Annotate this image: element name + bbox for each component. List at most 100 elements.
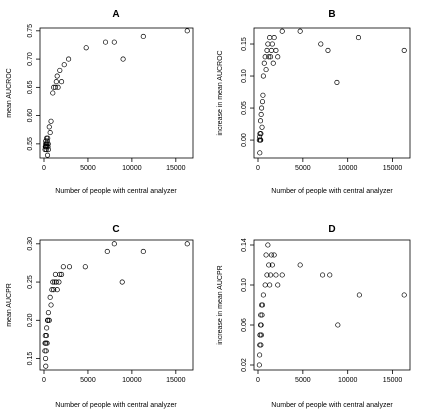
data-point — [258, 312, 264, 318]
data-point — [104, 248, 110, 255]
y-tick-label: 0.06 — [241, 318, 248, 332]
x-tick-label: 10000 — [122, 165, 142, 172]
data-point — [140, 248, 146, 255]
data-point — [184, 241, 190, 247]
data-point — [275, 282, 281, 288]
data-point — [57, 67, 63, 73]
data-point — [258, 111, 264, 118]
data-point — [184, 28, 190, 34]
data-point — [43, 333, 50, 339]
data-point — [269, 262, 275, 268]
data-point — [55, 84, 61, 90]
data-point — [45, 141, 51, 147]
y-axis-label: increase in mean AUCPR — [217, 265, 224, 344]
data-point — [264, 47, 270, 53]
data-point — [53, 279, 59, 285]
data-point — [51, 287, 57, 293]
data-points — [42, 28, 190, 158]
data-point — [49, 287, 55, 293]
data-point — [111, 39, 117, 45]
y-tick-label: 0.15 — [241, 37, 248, 51]
x-tick-label: 15000 — [383, 377, 403, 384]
data-point — [356, 292, 362, 298]
data-point — [320, 272, 326, 278]
plot-frame — [253, 239, 411, 371]
data-point — [46, 317, 52, 323]
data-point — [267, 282, 273, 288]
data-point — [267, 35, 273, 41]
data-point — [335, 322, 341, 328]
data-point — [265, 242, 271, 248]
data-point — [265, 41, 271, 47]
data-point — [268, 252, 275, 258]
data-point — [45, 146, 51, 153]
data-point — [258, 332, 264, 338]
data-point — [258, 342, 264, 348]
data-point — [66, 56, 72, 62]
data-point — [297, 28, 303, 34]
data-point — [259, 99, 266, 105]
data-point — [256, 362, 262, 368]
y-tick-label: 0.75 — [27, 24, 34, 38]
data-point — [259, 124, 265, 130]
data-point — [59, 79, 65, 85]
y-axis-label: increase in mean AUCROC — [217, 50, 224, 135]
x-tick-label: 10000 — [338, 377, 358, 384]
y-tick-label: 0.30 — [27, 237, 34, 251]
data-point — [263, 67, 269, 73]
x-tick-label: 5000 — [80, 165, 96, 172]
data-point — [260, 73, 266, 79]
x-tick-label: 15000 — [166, 165, 186, 172]
x-tick-label: 5000 — [80, 377, 96, 384]
data-point — [266, 54, 272, 60]
x-tick-label: 10000 — [338, 165, 358, 172]
data-point — [279, 272, 285, 278]
data-point — [61, 62, 67, 68]
x-tick-label: 5000 — [295, 165, 311, 172]
y-tick-label: 0.10 — [241, 278, 248, 292]
data-point — [50, 90, 56, 96]
data-point — [257, 352, 263, 358]
data-point — [259, 312, 265, 318]
data-point — [45, 135, 51, 141]
data-point — [263, 252, 269, 258]
y-tick-label: 0.10 — [241, 69, 248, 83]
data-point — [271, 35, 277, 41]
plot-frame — [253, 27, 411, 159]
data-points — [42, 241, 190, 369]
data-point — [43, 363, 49, 369]
data-point — [327, 272, 333, 278]
x-tick-label: 0 — [256, 377, 260, 384]
y-tick-label: 0.05 — [241, 101, 248, 115]
data-point — [260, 92, 266, 98]
y-tick-label: 0.55 — [27, 137, 34, 151]
data-point — [259, 302, 266, 308]
data-point — [44, 138, 50, 144]
axis-ticks: 0 5000 10000 15000 0.02 0.06 0.10 0.14 — [241, 238, 402, 384]
panel-c: C 0 5000 10000 15000 0.15 0.20 0.25 0.30 Number… — [6, 224, 194, 409]
data-point — [43, 348, 49, 354]
data-point — [46, 124, 52, 130]
data-point — [82, 264, 88, 270]
x-tick-label: 0 — [256, 165, 260, 172]
panel-a: A 0 5000 10000 15000 0.55 0.60 0.65 0.70 0.75 Nu… — [6, 9, 194, 195]
data-point — [297, 262, 303, 268]
data-point — [264, 272, 270, 278]
data-point — [119, 279, 125, 285]
data-point — [401, 292, 407, 298]
panel-b: B 0 5000 10000 15000 0.00 0.05 0.10 0.15 Number… — [217, 9, 411, 195]
data-point — [45, 144, 51, 150]
data-point — [42, 348, 48, 354]
y-tick-label: 0.70 — [27, 52, 34, 66]
x-axis-label: Number of people with central analyzer — [55, 402, 177, 409]
data-point — [271, 252, 277, 258]
data-point — [44, 340, 50, 346]
x-tick-label: 10000 — [122, 377, 142, 384]
data-point — [268, 272, 274, 278]
data-point — [273, 272, 279, 278]
data-point — [259, 105, 265, 111]
data-point — [45, 317, 51, 323]
data-point — [120, 56, 126, 62]
y-tick-label: 0.65 — [27, 80, 34, 94]
